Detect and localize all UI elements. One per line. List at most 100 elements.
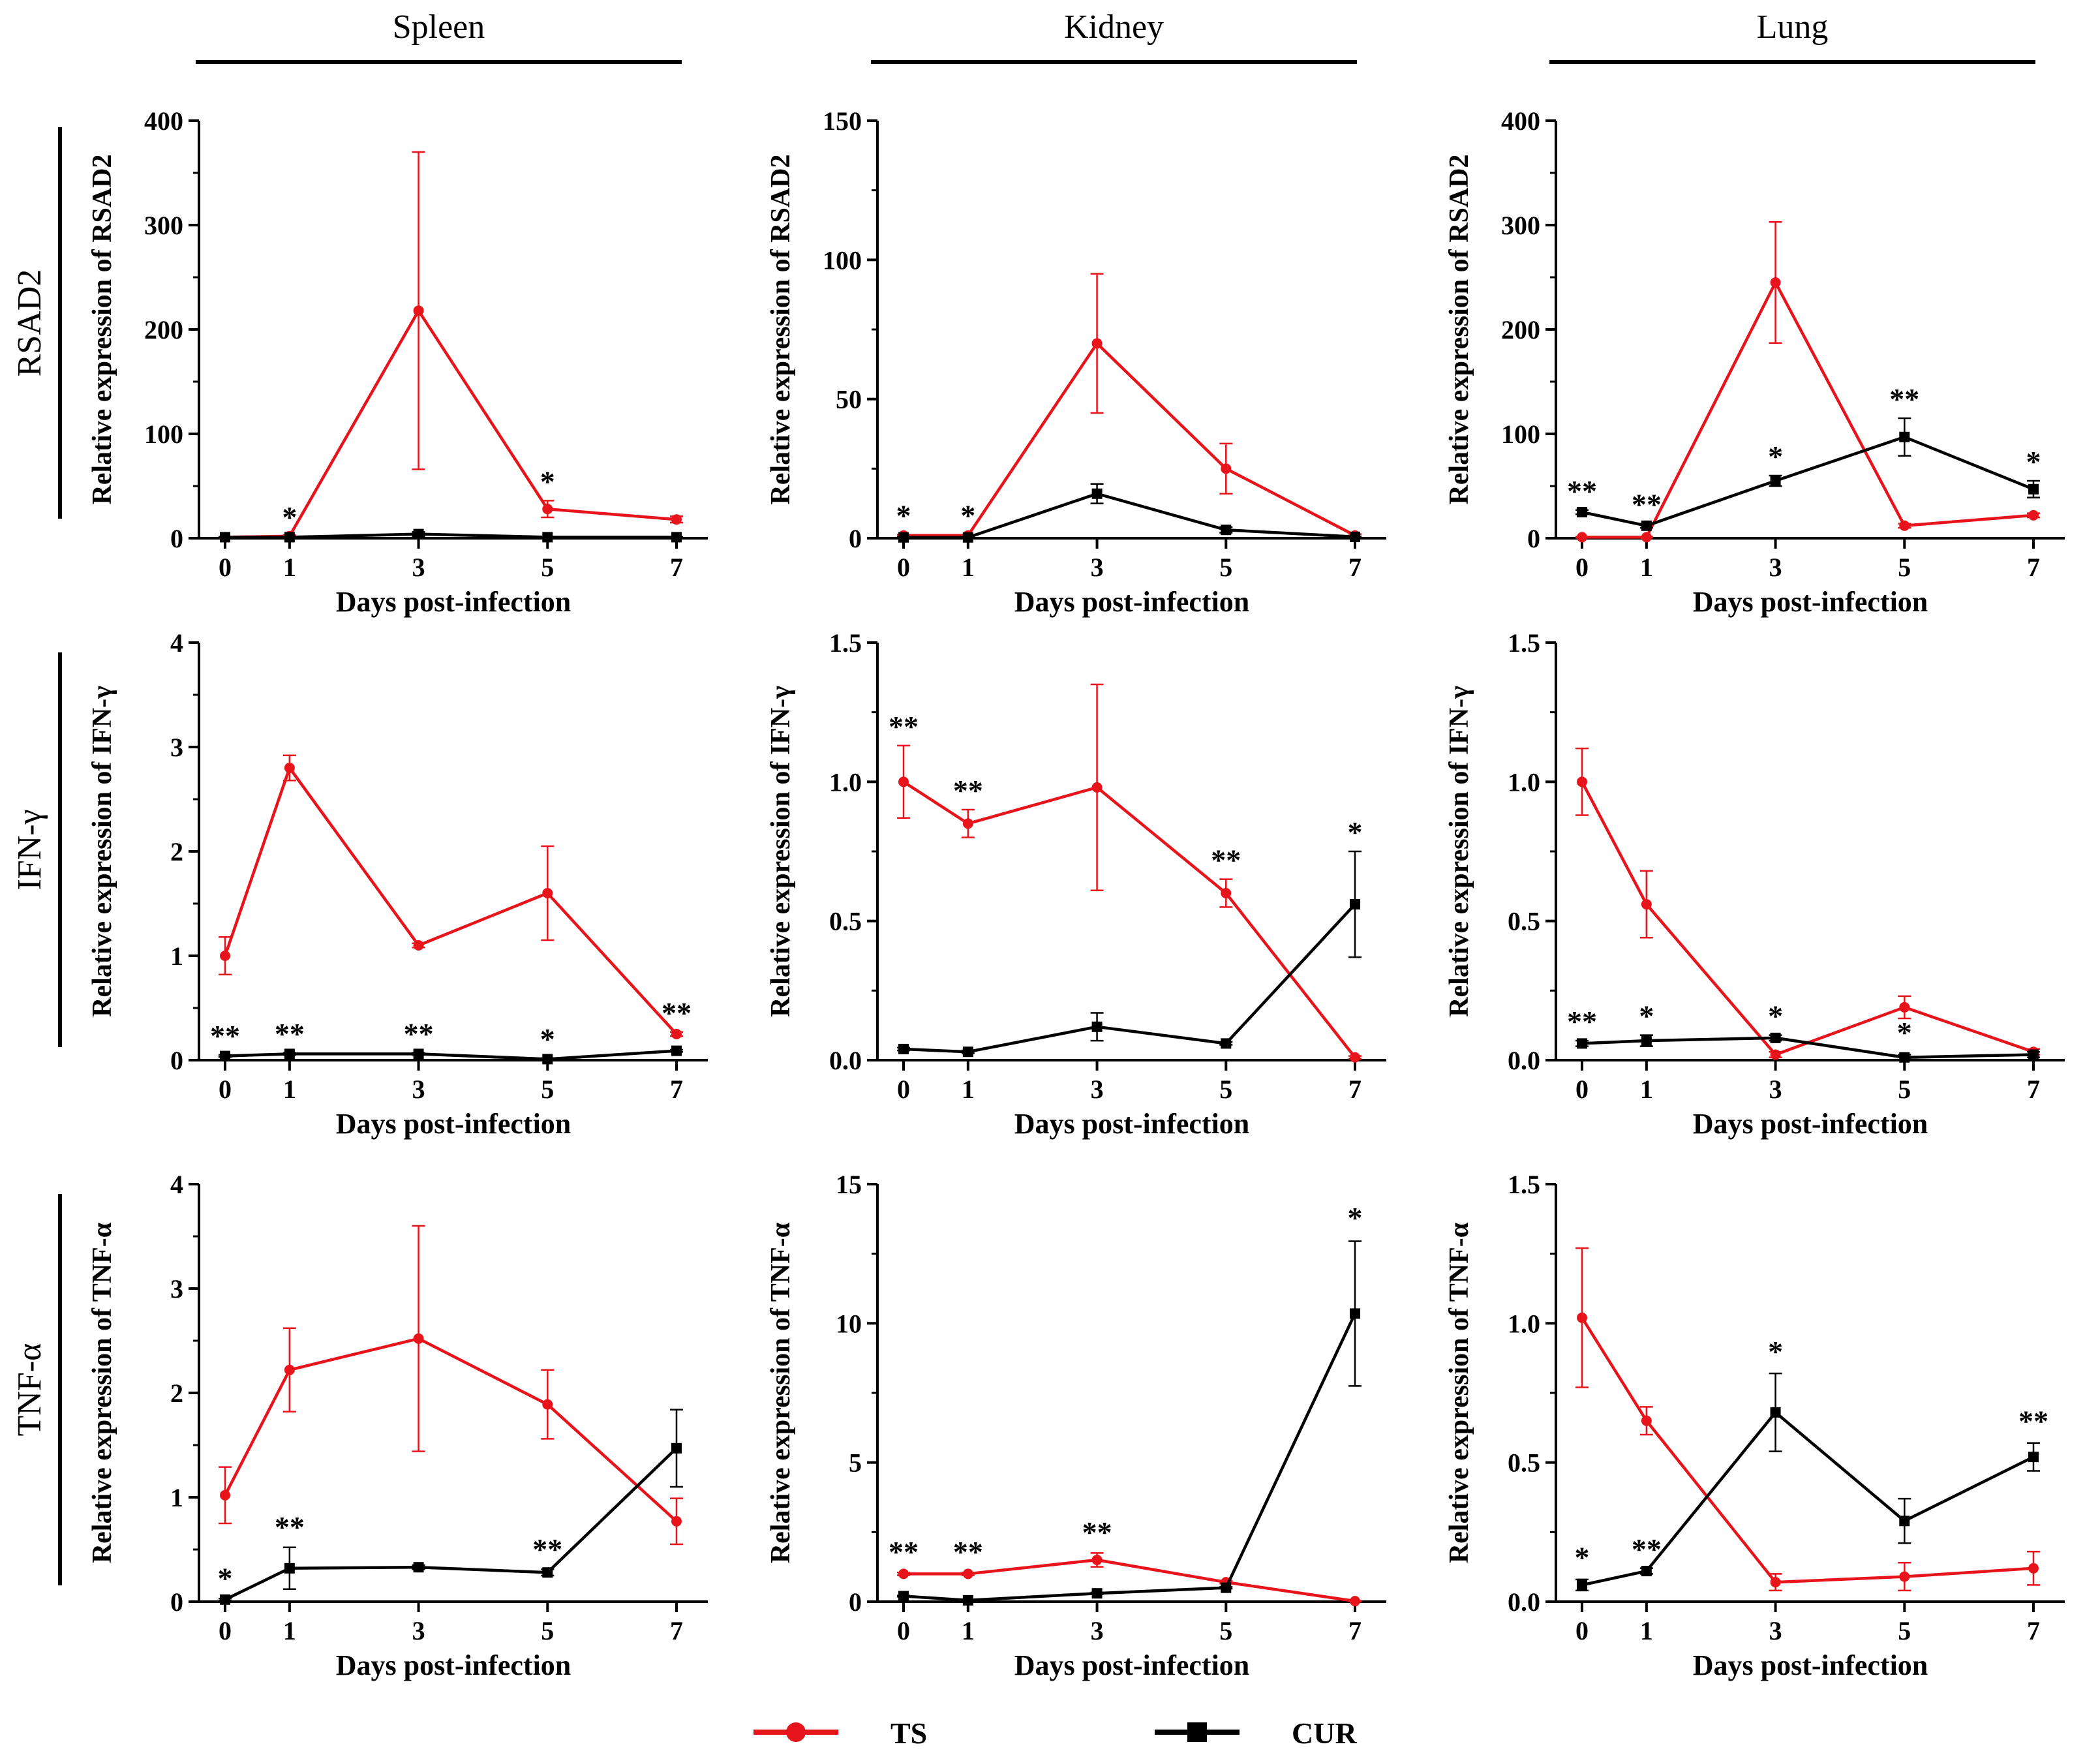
x-tick-label: 7 xyxy=(670,553,683,582)
y-tick-label: 1 xyxy=(170,1483,183,1512)
series-cur xyxy=(1575,417,2040,531)
significance-marker: ** xyxy=(532,1533,562,1566)
y-axis-label: Relative expression of TNF-α xyxy=(87,1222,117,1563)
x-tick-label: 3 xyxy=(1769,1616,1782,1645)
x-axis-label: Days post-infection xyxy=(1693,1649,1928,1681)
significance-marker: ** xyxy=(889,710,919,743)
data-point xyxy=(1091,1021,1103,1032)
data-point xyxy=(542,1054,553,1065)
data-point xyxy=(284,1364,295,1375)
data-point xyxy=(1577,1312,1587,1323)
x-tick-label: 7 xyxy=(1348,1616,1362,1645)
row-headers: RSAD2 IFN-γ TNF-α xyxy=(11,127,62,1585)
data-point xyxy=(1770,277,1781,288)
x-tick-label: 1 xyxy=(1640,1616,1653,1645)
data-point xyxy=(542,888,553,898)
x-tick-label: 7 xyxy=(670,1616,683,1645)
legend-label: TS xyxy=(890,1717,927,1750)
x-tick-label: 1 xyxy=(283,1075,296,1104)
y-axis-label: Relative expression of IFN-γ xyxy=(1444,686,1474,1017)
y-axis-label: Relative expression of TNF-α xyxy=(766,1222,796,1563)
data-point xyxy=(2028,1049,2039,1060)
x-tick-label: 5 xyxy=(1219,1616,1232,1645)
series-ts xyxy=(219,151,683,543)
y-tick-label: 1.5 xyxy=(829,628,862,658)
y-tick-label: 0.0 xyxy=(1508,1046,1540,1075)
panel-kidney-rsad2: 0 50 100 150 0 1 3 5 7 Days post-infection Relativ… xyxy=(766,106,1386,618)
x-axis-label: Days post-infection xyxy=(336,586,571,618)
x-tick-label: 7 xyxy=(670,1075,683,1104)
y-tick-label: 100 xyxy=(1501,420,1540,449)
x-tick-label: 3 xyxy=(1769,1075,1782,1104)
data-point xyxy=(284,1048,295,1060)
legend-item-cur: CUR xyxy=(1155,1717,1357,1750)
x-tick-label: 3 xyxy=(1091,1075,1104,1104)
x-axis-label: Days post-infection xyxy=(1693,586,1928,618)
significance-marker: ** xyxy=(2018,1405,2048,1438)
data-point xyxy=(1770,1577,1781,1588)
significance-marker: ** xyxy=(1082,1516,1112,1549)
y-axis-label: Relative expression of IFN-γ xyxy=(766,686,796,1017)
x-tick-label: 3 xyxy=(412,1075,425,1104)
x-tick-label: 5 xyxy=(1219,1075,1232,1104)
x-tick-label: 0 xyxy=(219,1075,232,1104)
x-axis-label: Days post-infection xyxy=(1014,586,1250,618)
y-tick-label: 1 xyxy=(170,941,183,971)
data-point xyxy=(413,1333,424,1344)
y-tick-label: 300 xyxy=(144,211,183,240)
x-tick-label: 0 xyxy=(897,1616,910,1645)
y-tick-label: 10 xyxy=(836,1309,862,1338)
x-axis-label: Days post-infection xyxy=(1693,1108,1928,1140)
data-point xyxy=(220,1050,230,1061)
x-tick-label: 0 xyxy=(219,553,232,582)
y-tick-label: 0 xyxy=(849,524,862,553)
significance-marker: * xyxy=(1768,440,1783,473)
x-tick-label: 3 xyxy=(1091,553,1104,582)
data-point xyxy=(284,1563,295,1574)
x-tick-label: 5 xyxy=(1898,553,1911,582)
legend-marker xyxy=(786,1722,806,1742)
y-tick-label: 400 xyxy=(1501,106,1540,136)
panel-spleen-rsad2: 0 100 200 300 400 0 1 3 5 7 Days post-infection Rel… xyxy=(87,106,708,618)
x-tick-label: 1 xyxy=(283,1616,296,1645)
data-point xyxy=(1221,463,1232,474)
y-tick-label: 3 xyxy=(170,1274,183,1304)
significance-marker: * xyxy=(540,465,555,498)
data-point xyxy=(671,1029,682,1039)
data-point xyxy=(898,1043,909,1054)
column-title-kidney: Kidney xyxy=(1064,8,1164,46)
x-tick-label: 1 xyxy=(1640,553,1653,582)
series-ts xyxy=(897,683,1362,1063)
x-tick-label: 3 xyxy=(1091,1616,1104,1645)
significance-marker: * xyxy=(1768,1335,1783,1368)
data-point xyxy=(220,951,230,961)
data-point xyxy=(962,818,973,829)
data-point xyxy=(1221,888,1232,898)
significance-marker: * xyxy=(1348,816,1363,849)
data-point xyxy=(1641,1566,1652,1577)
data-point xyxy=(1770,1407,1781,1418)
data-point xyxy=(1770,476,1781,486)
y-axis-label: Relative expression of RSAD2 xyxy=(87,154,117,504)
significance-marker: * xyxy=(540,1022,555,1056)
y-tick-label: 0.0 xyxy=(829,1046,862,1075)
x-tick-label: 7 xyxy=(2027,1075,2040,1104)
x-tick-label: 0 xyxy=(897,1075,910,1104)
data-point xyxy=(1091,782,1103,793)
data-point xyxy=(220,1594,230,1605)
significance-marker: ** xyxy=(1211,844,1241,877)
series-ts xyxy=(1575,221,2040,543)
x-tick-label: 5 xyxy=(541,1616,554,1645)
y-axis-label: Relative expression of RSAD2 xyxy=(1444,154,1474,504)
series-ts xyxy=(1575,1247,2040,1592)
data-point xyxy=(1577,507,1587,517)
y-axis-label: Relative expression of IFN-γ xyxy=(87,686,117,1017)
data-point xyxy=(962,532,973,543)
y-tick-label: 300 xyxy=(1501,211,1540,240)
data-point xyxy=(1641,899,1652,910)
y-tick-label: 150 xyxy=(823,106,862,136)
significance-marker: ** xyxy=(275,1510,305,1544)
data-point xyxy=(1641,1035,1652,1046)
significance-marker: * xyxy=(218,1562,233,1595)
x-tick-label: 3 xyxy=(1769,553,1782,582)
